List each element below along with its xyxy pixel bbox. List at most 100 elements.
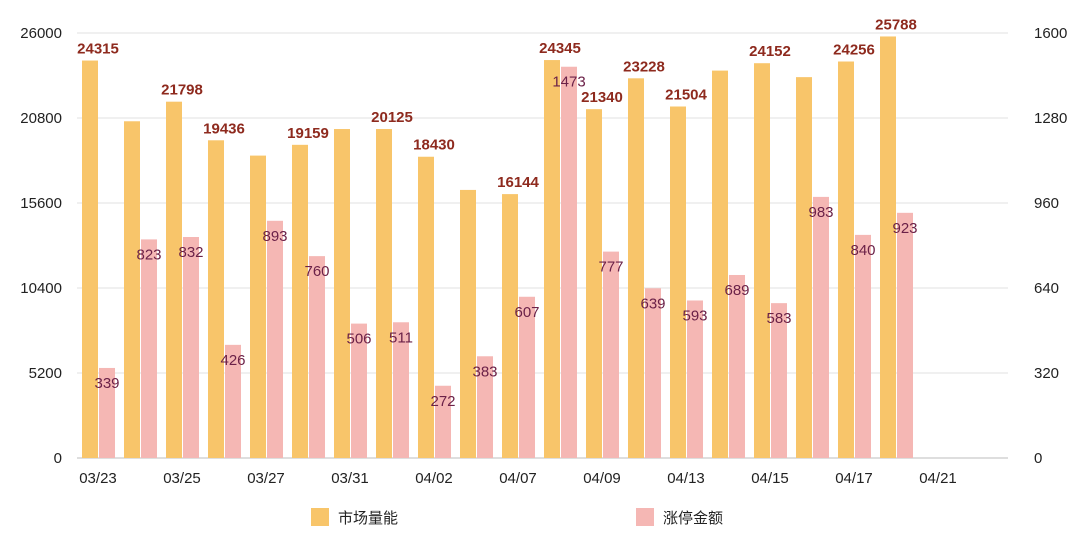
bar-amount <box>729 274 745 458</box>
bar-amount <box>309 256 325 458</box>
data-label-amount: 832 <box>178 244 203 261</box>
bar-volume <box>880 36 896 458</box>
bar-volume <box>796 77 812 458</box>
data-label-amount: 760 <box>304 263 329 280</box>
y-right-tick-label: 1280 <box>1034 110 1067 127</box>
bar-amount <box>141 239 157 458</box>
x-tick-label: 03/25 <box>163 470 201 487</box>
data-label-amount: 689 <box>724 282 749 299</box>
bar-amount <box>645 288 661 458</box>
data-label-volume: 21504 <box>665 86 707 103</box>
bar-amount <box>351 323 367 458</box>
bar-volume <box>124 121 140 459</box>
bar-amount <box>813 196 829 458</box>
data-label-volume: 23228 <box>623 58 665 75</box>
bar-volume <box>208 140 224 459</box>
x-tick-label: 04/13 <box>667 470 705 487</box>
y-left-tick-label: 15600 <box>20 195 62 212</box>
x-tick-label: 03/27 <box>247 470 285 487</box>
x-tick-label: 03/23 <box>79 470 117 487</box>
legend-label-volume: 市场量能 <box>338 509 398 527</box>
data-label-amount: 893 <box>262 228 287 245</box>
data-label-amount: 777 <box>598 259 623 276</box>
data-label-amount: 840 <box>850 242 875 259</box>
y-left-tick-label: 20800 <box>20 110 62 127</box>
bar-volume <box>460 189 476 458</box>
bar-amount <box>393 322 409 458</box>
y-right-tick-label: 960 <box>1034 195 1059 212</box>
bar-amount <box>477 356 493 458</box>
bar-volume <box>754 63 770 458</box>
bar-volume <box>544 60 560 458</box>
data-label-volume: 16144 <box>497 174 539 191</box>
bar-volume <box>166 101 182 459</box>
x-tick-label: 04/17 <box>835 470 873 487</box>
data-label-volume: 24256 <box>833 42 875 59</box>
data-label-amount: 607 <box>514 304 539 321</box>
data-label-volume: 25788 <box>875 16 917 33</box>
data-label-amount: 339 <box>94 375 119 392</box>
data-label-amount: 923 <box>892 220 917 237</box>
y-right-tick-label: 320 <box>1034 365 1059 382</box>
bar-amount <box>225 344 241 458</box>
bar-amount <box>771 303 787 458</box>
bar-volume <box>628 78 644 459</box>
y-left-tick-label: 0 <box>54 450 62 467</box>
data-label-volume: 19436 <box>203 120 245 137</box>
legend-swatch-amount <box>636 508 654 526</box>
data-label-amount: 593 <box>682 307 707 324</box>
bar-amount <box>603 251 619 458</box>
data-label-amount: 1473 <box>552 74 585 91</box>
data-label-amount: 583 <box>766 310 791 327</box>
bar-amount <box>855 234 871 458</box>
bar-amount <box>99 367 115 458</box>
bar-volume <box>502 194 518 458</box>
data-label-volume: 24345 <box>539 40 581 57</box>
data-label-amount: 639 <box>640 295 665 312</box>
data-label-amount: 983 <box>808 204 833 221</box>
bar-amount <box>561 66 577 458</box>
x-tick-label: 04/02 <box>415 470 453 487</box>
data-label-volume: 20125 <box>371 109 413 126</box>
x-tick-label: 04/09 <box>583 470 621 487</box>
data-label-amount: 426 <box>220 352 245 369</box>
bar-volume <box>334 129 350 458</box>
x-tick-label: 03/31 <box>331 470 369 487</box>
data-label-volume: 19159 <box>287 125 329 142</box>
data-label-volume: 24152 <box>749 43 791 60</box>
bar-amount <box>435 385 451 458</box>
bar-volume <box>250 155 266 458</box>
x-tick-label: 04/21 <box>919 470 957 487</box>
legend-label-amount: 涨停金额 <box>663 509 723 527</box>
bar-amount <box>687 300 703 458</box>
x-tick-label: 04/15 <box>751 470 789 487</box>
bar-volume <box>292 144 308 458</box>
bar-volume <box>376 129 392 458</box>
legend-swatch-volume <box>311 508 329 526</box>
y-left-tick-label: 26000 <box>20 25 62 42</box>
data-label-volume: 21340 <box>581 89 623 106</box>
bar-amount <box>897 212 913 458</box>
bar-amount <box>183 237 199 458</box>
data-label-volume: 24315 <box>77 41 119 58</box>
bar-volume <box>82 60 98 458</box>
y-left-tick-label: 5200 <box>29 365 62 382</box>
y-right-tick-label: 1600 <box>1034 25 1067 42</box>
data-label-amount: 383 <box>472 363 497 380</box>
y-right-tick-label: 0 <box>1034 450 1042 467</box>
data-label-amount: 823 <box>136 246 161 263</box>
bar-volume <box>586 109 602 458</box>
data-label-amount: 506 <box>346 331 371 348</box>
y-left-tick-label: 10400 <box>20 280 62 297</box>
bar-volume <box>670 106 686 458</box>
data-label-amount: 511 <box>389 329 413 346</box>
x-tick-label: 04/07 <box>499 470 537 487</box>
bar-amount <box>267 220 283 458</box>
y-right-tick-label: 640 <box>1034 280 1059 297</box>
bar-amount <box>519 296 535 458</box>
bar-volume <box>838 61 854 458</box>
data-label-amount: 272 <box>430 393 455 410</box>
bar-volume <box>418 156 434 458</box>
